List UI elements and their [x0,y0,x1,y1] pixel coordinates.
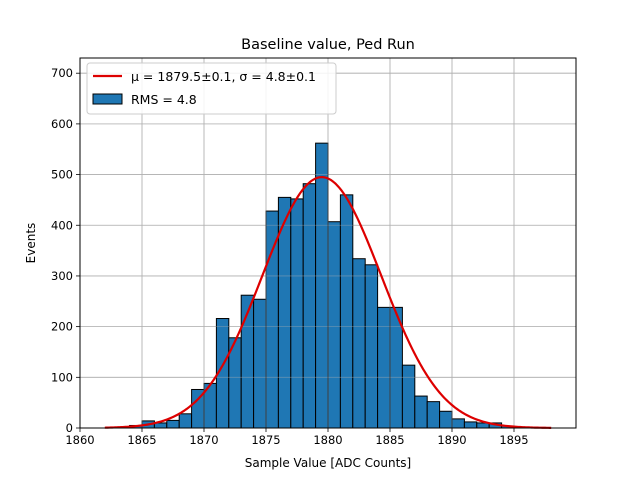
x-tick-label: 1860 [65,433,94,447]
y-axis-label: Events [24,223,38,264]
histogram-bar [265,210,279,429]
histogram-bars [79,58,576,429]
y-tick-label: 700 [51,66,73,80]
y-tick-label: 300 [51,269,73,283]
legend-frame [86,62,337,115]
histogram-bar [352,258,366,429]
x-tick-label: 1870 [189,433,218,447]
y-tick-label: 600 [51,117,73,131]
x-tick-label: 1885 [375,433,404,447]
histogram-bar [339,194,354,429]
y-tick-label: 400 [51,218,73,232]
histogram-bar [451,418,465,429]
histogram-bar [414,395,428,429]
histogram-bar [401,364,416,429]
chart-title: Baseline value, Ped Run [241,37,415,53]
legend-fit-label: μ = 1879.5±0.1, σ = 4.8±0.1 [131,69,316,84]
x-axis-label: Sample Value [ADC Counts] [245,456,411,470]
histogram-bar [302,183,317,429]
fit-curve-layer [104,176,552,429]
histogram-bar [178,413,193,429]
histogram-bar [166,419,180,429]
y-tick-label: 200 [51,320,73,334]
axis-ticks: 1860 1865 1870 1875 1880 1885 1890 1895 0 100 200 3… [51,66,529,447]
x-tick-label: 1890 [437,433,466,447]
histogram-bar [364,264,379,429]
gaussian-fit-curve [104,176,552,429]
histogram-bar [327,221,341,429]
histogram-bar [463,421,478,429]
x-tick-label: 1875 [251,433,280,447]
histogram-bar [377,306,391,429]
histogram-bar [290,198,304,429]
histogram-bar [253,298,267,429]
x-tick-label: 1895 [499,433,528,447]
x-tick-label: 1865 [127,433,156,447]
y-tick-label: 500 [51,168,73,182]
histogram-bar [439,410,453,429]
legend-hist-label: RMS = 4.8 [131,92,197,107]
x-tick-label: 1880 [313,433,342,447]
y-tick-label: 100 [51,370,73,384]
legend: μ = 1879.5±0.1, σ = 4.8±0.1 RMS = 4.8 [86,62,337,115]
histogram-bar [315,142,329,429]
histogram-bar [426,401,441,429]
legend-hist-swatch [92,93,123,105]
y-tick-label: 0 [66,421,73,435]
